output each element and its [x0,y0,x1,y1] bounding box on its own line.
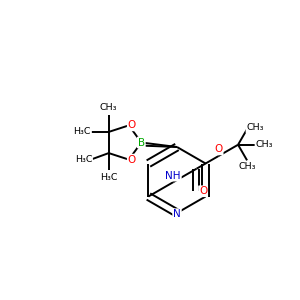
Text: O: O [214,144,223,154]
Text: O: O [128,154,136,165]
Text: NH: NH [165,171,181,181]
Text: O: O [128,120,136,130]
Text: CH₃: CH₃ [246,124,264,133]
Text: N: N [173,209,181,219]
Text: O: O [199,186,207,196]
Text: H₃C: H₃C [75,154,92,164]
Text: H₃C: H₃C [74,128,91,136]
Text: H₃C: H₃C [100,172,118,182]
Text: B: B [138,137,145,148]
Text: CH₃: CH₃ [238,162,256,171]
Text: CH₃: CH₃ [100,103,118,112]
Text: CH₃: CH₃ [255,140,273,149]
